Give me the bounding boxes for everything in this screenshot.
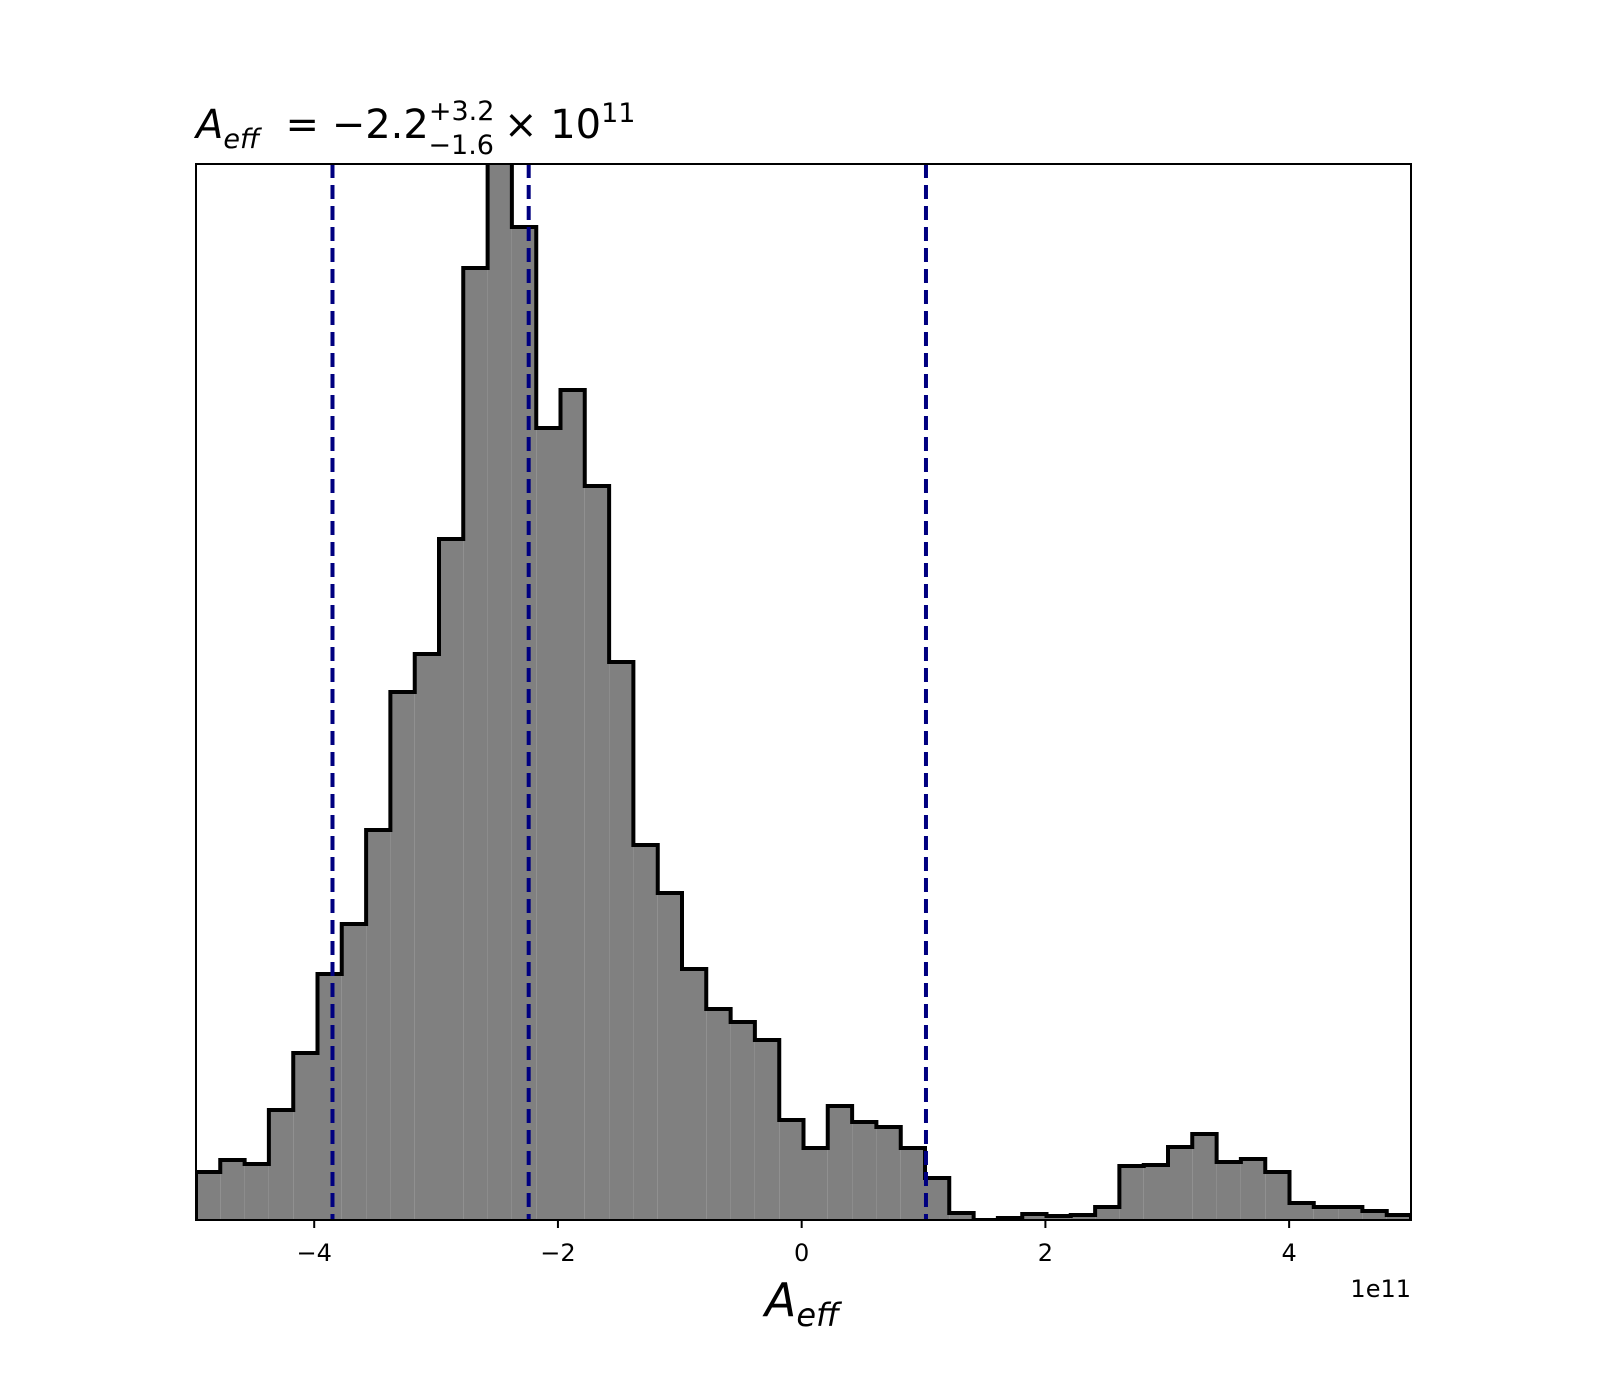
bar [1265, 1172, 1290, 1220]
bar [1143, 1165, 1168, 1220]
bar [390, 692, 415, 1220]
bar [439, 539, 464, 1220]
bar [584, 486, 610, 1220]
x-tick-label: 2 [1038, 1239, 1053, 1267]
bar [1070, 1215, 1096, 1220]
bar [730, 1022, 755, 1220]
bar [511, 227, 537, 1220]
bar [949, 1213, 974, 1220]
bar [414, 654, 439, 1220]
title-exponent: 11 [601, 98, 635, 129]
bar [268, 1110, 294, 1220]
title-suffix: × 10 [504, 102, 601, 148]
bar [754, 1040, 780, 1220]
x-tick-label: 0 [794, 1239, 809, 1267]
bar [244, 1164, 269, 1220]
bar [682, 969, 707, 1220]
bar [1338, 1207, 1363, 1220]
bar [1119, 1166, 1144, 1220]
bar [366, 830, 391, 1220]
bar [560, 390, 585, 1220]
bar [900, 1148, 925, 1220]
bar [1289, 1203, 1314, 1220]
bar [1240, 1159, 1266, 1220]
bar [220, 1160, 245, 1220]
x-tick-label: −4 [297, 1239, 332, 1267]
bar [657, 893, 682, 1220]
bar [536, 428, 561, 1220]
bar [293, 1053, 318, 1220]
bar [706, 1009, 731, 1220]
title-symbol: A [193, 102, 223, 148]
chart-title: Aeff = −2.2+3.2 −1.6 × 1011 [193, 96, 635, 161]
bar [1313, 1207, 1339, 1220]
bar [1192, 1134, 1217, 1220]
bar [341, 924, 367, 1220]
bar [1022, 1214, 1047, 1220]
bar [876, 1127, 901, 1220]
bar [1216, 1162, 1241, 1220]
bar [1095, 1207, 1120, 1220]
bar [1168, 1147, 1193, 1220]
x-tick-label: 4 [1281, 1239, 1296, 1267]
bar [487, 164, 512, 1220]
bar [1362, 1211, 1387, 1220]
x-axis-label: Aeff [762, 1273, 843, 1334]
bar [827, 1106, 853, 1220]
xlabel-symbol: A [762, 1273, 796, 1327]
bar [779, 1120, 804, 1220]
title-superscript: +3.2 [429, 96, 495, 127]
bar [803, 1148, 828, 1220]
bar [196, 1172, 221, 1220]
bar [1386, 1215, 1411, 1220]
title-lower: −1.6 [428, 130, 494, 161]
bar [463, 268, 488, 1220]
axes-frame [195, 163, 1412, 1221]
histogram-outline [196, 164, 1411, 1220]
bar [925, 1178, 950, 1220]
offset-text: 1e11 [1350, 1275, 1411, 1303]
bar [633, 845, 658, 1220]
bar [317, 974, 342, 1220]
title-subscript: eff [223, 124, 262, 155]
bar [852, 1122, 877, 1220]
xlabel-subscript: eff [796, 1296, 843, 1334]
plot-area [196, 164, 1411, 1220]
title-prefix: = −2.2 [285, 102, 428, 148]
x-tick-label: −2 [540, 1239, 575, 1267]
bar [609, 662, 634, 1220]
